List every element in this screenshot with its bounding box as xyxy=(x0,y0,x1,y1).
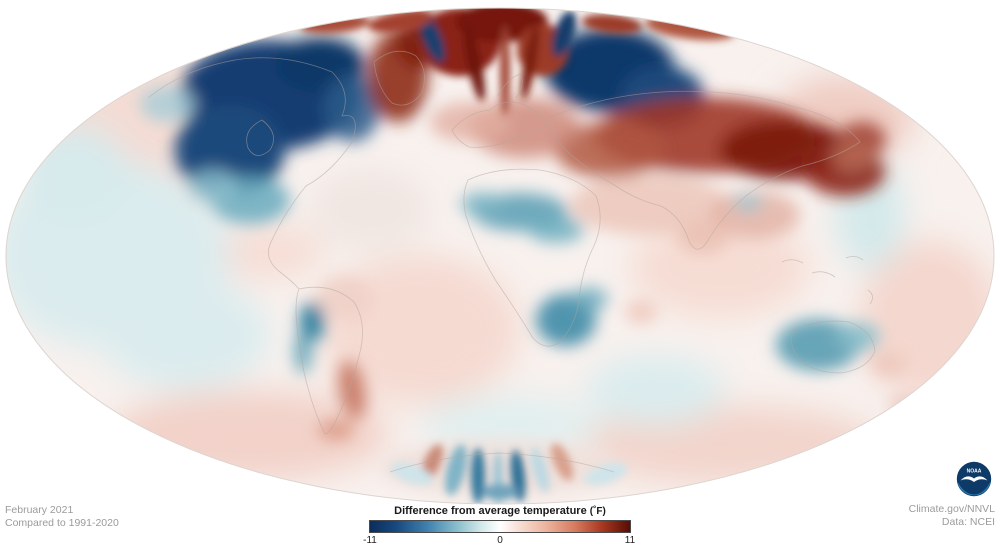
source-label: Climate.gov/NNVL xyxy=(908,503,995,515)
legend-tick-max: 11 xyxy=(624,535,636,546)
data-source-label: Data: NCEI xyxy=(941,515,995,528)
period-label: February 2021 xyxy=(5,504,74,516)
credits-block: Climate.gov/NNVL Data: NCEI xyxy=(909,503,995,528)
coastlines xyxy=(147,50,876,473)
legend-title-row: Difference from average temperature (˚F) xyxy=(340,505,660,517)
baseline-label: Compared to 1991-2020 xyxy=(5,516,119,529)
date-block: February 2021 Compared to 1991-2020 xyxy=(5,504,119,529)
color-legend: Difference from average temperature (˚F)… xyxy=(340,505,660,547)
legend-gradient-bar xyxy=(369,520,631,533)
legend-title: Difference from average temperature xyxy=(394,505,587,517)
noaa-logo-icon: NOAA xyxy=(956,461,992,497)
legend-tick-mid: 0 xyxy=(497,535,503,546)
world-anomaly-map xyxy=(5,7,995,505)
noaa-logo-text: NOAA xyxy=(967,469,982,475)
legend-units: (˚F) xyxy=(589,506,606,517)
legend-ticks: -11 0 11 xyxy=(363,535,635,547)
legend-tick-min: -11 xyxy=(363,535,377,546)
